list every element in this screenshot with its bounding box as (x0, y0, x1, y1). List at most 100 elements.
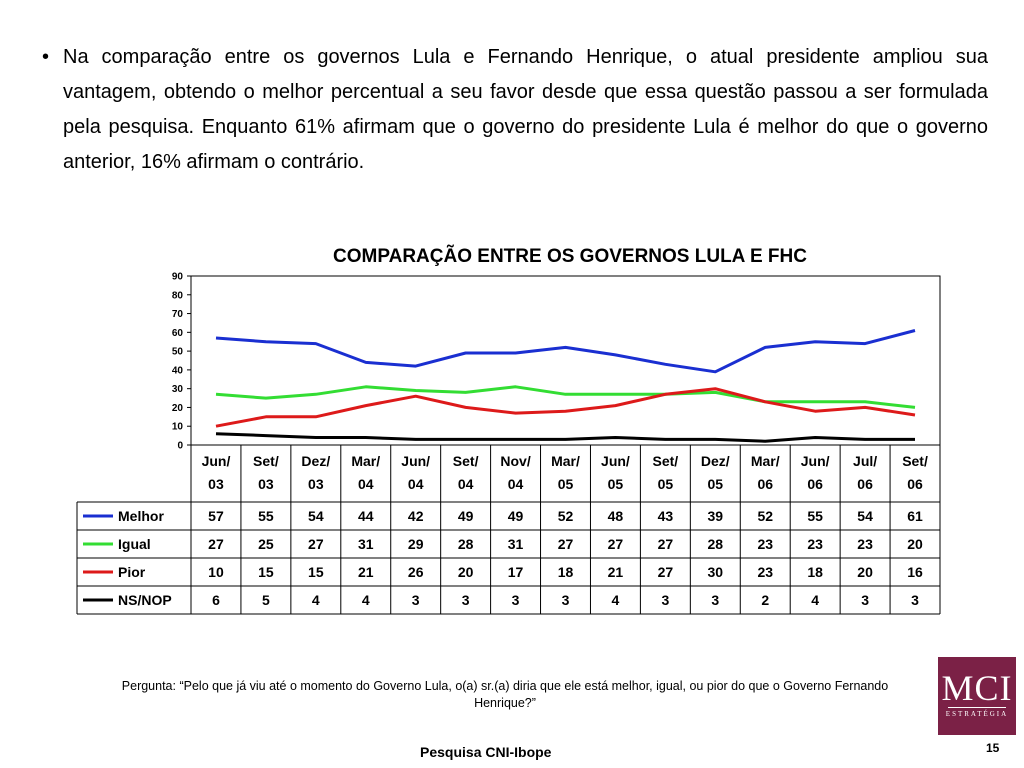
data-label: 31 (358, 536, 374, 552)
data-label: 3 (562, 592, 570, 608)
data-label: 30 (708, 564, 724, 580)
x-tick-label-year: 03 (258, 476, 274, 492)
data-label: 28 (458, 536, 474, 552)
data-label: 3 (462, 592, 470, 608)
data-label: 15 (258, 564, 274, 580)
y-tick-label: 30 (172, 384, 184, 395)
data-label: 3 (861, 592, 869, 608)
y-tick-label: 80 (172, 290, 184, 301)
x-tick-label-month: Mar/ (551, 453, 580, 469)
legend-label: Igual (118, 536, 151, 552)
data-label: 42 (408, 508, 424, 524)
series-line-igual (215, 385, 916, 409)
data-label: 43 (658, 508, 674, 524)
data-label: 3 (711, 592, 719, 608)
legend-label: Melhor (118, 508, 164, 524)
data-label: 3 (911, 592, 919, 608)
survey-question: Pergunta: “Pelo que já viu até o momento… (121, 679, 889, 710)
data-label: 3 (512, 592, 520, 608)
data-label: 54 (308, 508, 324, 524)
intro-text: Na comparação entre os governos Lula e F… (63, 46, 988, 173)
x-tick-label-month: Set/ (653, 453, 679, 469)
data-label: 27 (658, 564, 674, 580)
data-label: 27 (308, 536, 324, 552)
data-label: 4 (362, 592, 370, 608)
data-label: 23 (757, 564, 773, 580)
y-tick-label: 50 (172, 347, 184, 358)
series-line-melhor (215, 329, 916, 374)
x-tick-label-year: 06 (807, 476, 823, 492)
x-tick-label-month: Set/ (453, 453, 479, 469)
data-label: 31 (508, 536, 524, 552)
intro-paragraph: • Na comparação entre os governos Lula e… (42, 40, 988, 180)
logo-subtext: ESTRATÉGIA (945, 710, 1009, 718)
data-label: 23 (807, 536, 823, 552)
data-label: 54 (857, 508, 873, 524)
data-label: 5 (262, 592, 270, 608)
series-line-nsnop (215, 432, 915, 443)
x-tick-label-month: Jun/ (202, 453, 231, 469)
data-label: 18 (807, 564, 823, 580)
data-label: 44 (358, 508, 374, 524)
data-label: 3 (412, 592, 420, 608)
data-label: 15 (308, 564, 324, 580)
data-label: 27 (658, 536, 674, 552)
data-label: 17 (508, 564, 524, 580)
x-tick-label-year: 05 (558, 476, 574, 492)
data-label: 4 (312, 592, 320, 608)
x-tick-label-year: 03 (308, 476, 324, 492)
x-tick-label-month: Dez/ (301, 453, 330, 469)
data-label: 55 (807, 508, 823, 524)
page-number: 15 (986, 741, 1000, 755)
data-label: 10 (208, 564, 224, 580)
x-tick-label-month: Jun/ (801, 453, 830, 469)
y-tick-label: 70 (172, 309, 184, 320)
data-label: 49 (508, 508, 524, 524)
data-label: 26 (408, 564, 424, 580)
data-label: 57 (208, 508, 224, 524)
source-label: Pesquisa CNI-Ibope (420, 744, 552, 760)
chart-title: COMPARAÇÃO ENTRE OS GOVERNOS LULA E FHC (333, 246, 807, 267)
y-tick-label: 0 (177, 441, 183, 452)
data-label: 27 (208, 536, 224, 552)
data-label: 23 (757, 536, 773, 552)
data-label: 27 (608, 536, 624, 552)
legend-label: NS/NOP (118, 592, 172, 608)
data-label: 27 (558, 536, 574, 552)
x-tick-label-month: Set/ (253, 453, 279, 469)
data-label: 3 (661, 592, 669, 608)
data-label: 52 (757, 508, 773, 524)
x-tick-label-year: 05 (658, 476, 674, 492)
x-tick-label-year: 04 (408, 476, 424, 492)
data-label: 25 (258, 536, 274, 552)
x-tick-label-month: Nov/ (500, 453, 530, 469)
data-label: 48 (608, 508, 624, 524)
data-label: 61 (907, 508, 923, 524)
data-label: 21 (608, 564, 624, 580)
y-tick-label: 90 (172, 272, 184, 283)
mci-logo: MCI ESTRATÉGIA (938, 657, 1016, 735)
x-tick-label-month: Jun/ (401, 453, 430, 469)
data-label: 18 (558, 564, 574, 580)
data-label: 39 (708, 508, 724, 524)
x-tick-label-month: Jul/ (853, 453, 877, 469)
x-tick-label-year: 05 (608, 476, 624, 492)
data-label: 23 (857, 536, 873, 552)
x-tick-label-month: Set/ (902, 453, 928, 469)
x-tick-label-month: Dez/ (701, 453, 730, 469)
x-tick-label-year: 06 (757, 476, 773, 492)
data-label: 29 (408, 536, 424, 552)
x-tick-label-month: Mar/ (351, 453, 380, 469)
x-tick-label-month: Mar/ (751, 453, 780, 469)
x-tick-label-year: 03 (208, 476, 224, 492)
data-label: 4 (612, 592, 620, 608)
y-tick-label: 60 (172, 328, 184, 339)
x-tick-label-month: Jun/ (601, 453, 630, 469)
y-tick-label: 20 (172, 403, 184, 414)
data-label: 6 (212, 592, 220, 608)
x-tick-label-year: 04 (358, 476, 374, 492)
data-label: 21 (358, 564, 374, 580)
data-label: 20 (458, 564, 474, 580)
x-tick-label-year: 06 (907, 476, 923, 492)
